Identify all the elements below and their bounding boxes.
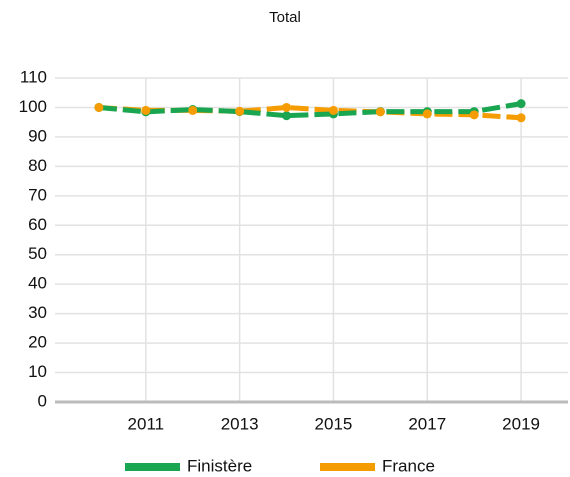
- x-tick-label: 2013: [221, 414, 259, 433]
- legend-label: Finistère: [187, 456, 252, 475]
- point: [516, 99, 526, 109]
- point: [422, 109, 432, 119]
- point: [188, 105, 198, 115]
- point: [516, 113, 526, 123]
- y-tick-label: 110: [20, 67, 47, 86]
- y-tick-label: 0: [38, 391, 47, 410]
- x-tick-label: 2015: [315, 414, 353, 433]
- y-tick-label: 10: [28, 362, 47, 381]
- y-tick-label: 40: [28, 274, 47, 293]
- point: [282, 102, 292, 112]
- y-tick-label: 30: [28, 303, 47, 322]
- series-line: [98, 101, 522, 119]
- point: [235, 106, 245, 116]
- x-tick-label: 2017: [408, 414, 446, 433]
- legend-label: France: [382, 456, 435, 475]
- point: [375, 107, 385, 117]
- point: [141, 105, 151, 115]
- legend-swatch: [320, 463, 375, 471]
- x-tick-label: 2011: [128, 414, 165, 433]
- y-tick-label: 80: [28, 156, 47, 175]
- y-tick-label: 60: [28, 215, 47, 234]
- y-tick-label: 70: [28, 185, 47, 204]
- series-line: [98, 104, 522, 121]
- x-tick-label: 2019: [502, 414, 540, 433]
- point: [328, 105, 338, 115]
- point: [469, 110, 479, 120]
- point: [282, 111, 292, 121]
- y-tick-label: 100: [19, 97, 47, 116]
- y-tick-label: 90: [28, 126, 47, 145]
- legend-swatch: [125, 463, 180, 471]
- point: [94, 102, 104, 112]
- chart-title: Total: [269, 9, 301, 26]
- y-tick-label: 20: [28, 333, 47, 352]
- y-tick-label: 50: [28, 244, 47, 263]
